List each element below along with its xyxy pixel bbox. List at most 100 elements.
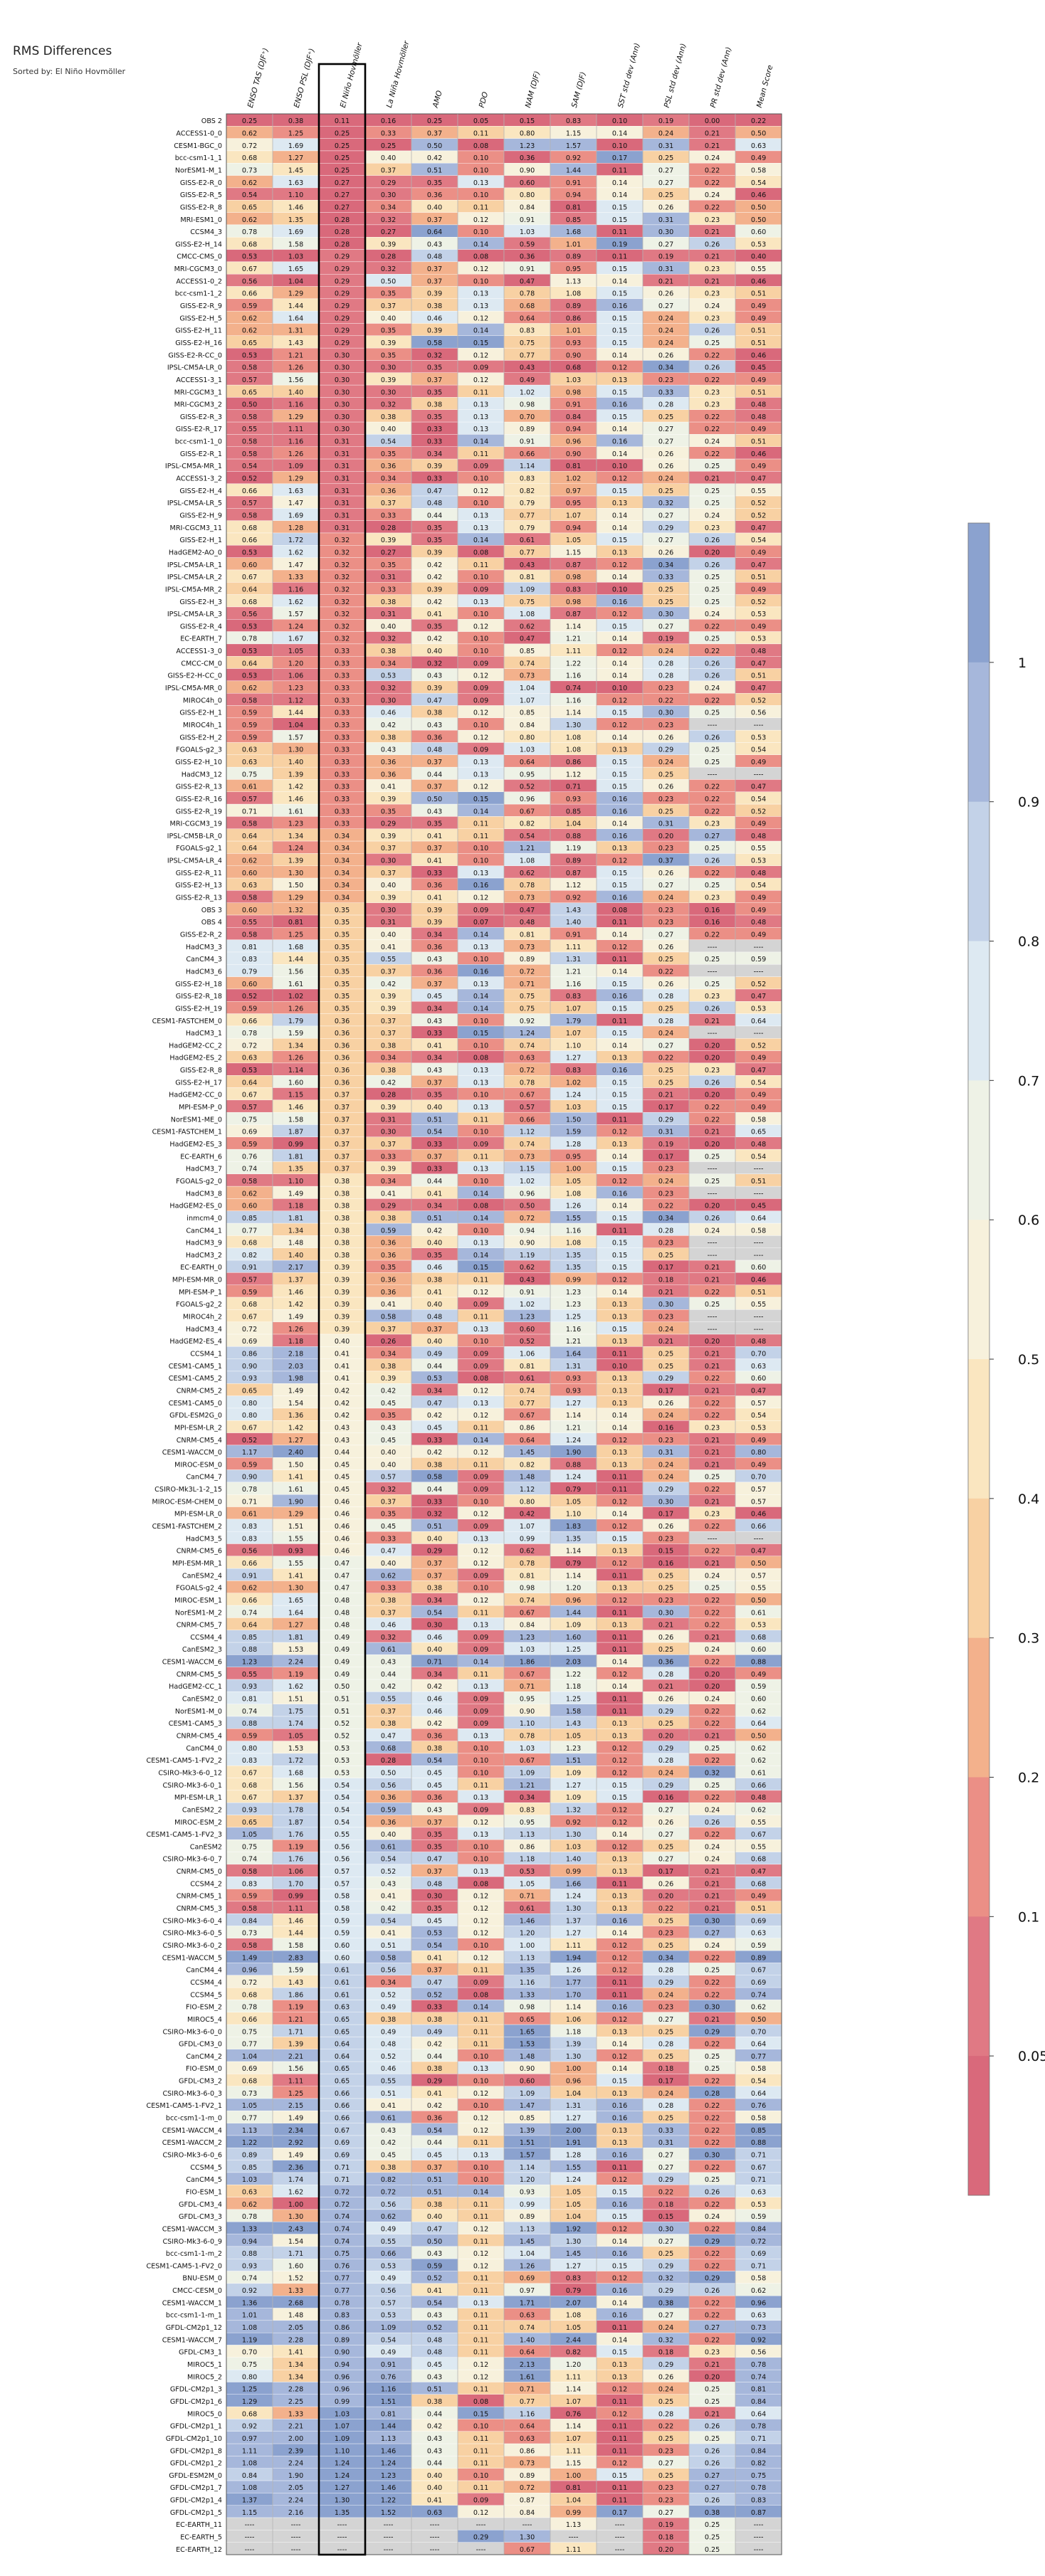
cell-value: 0.91: [242, 1572, 257, 1580]
cell-value: 0.56: [381, 2287, 396, 2295]
cell-value: 0.13: [612, 1893, 627, 1901]
cell-value: 0.33: [335, 783, 350, 791]
cell-value: 0.33: [335, 697, 350, 704]
cell-value: 0.39: [381, 1166, 396, 1173]
cell-value: 0.12: [612, 1671, 627, 1679]
cell-value: 0.38: [427, 1585, 442, 1593]
cell-value: 0.19: [658, 117, 673, 125]
cell-value: 0.49: [751, 1092, 766, 1099]
cell-value: 0.09: [473, 697, 488, 704]
cell-value: 1.23: [288, 685, 303, 692]
cell-value: 0.57: [751, 1400, 766, 1408]
row-label: GISS-E2-R_19: [176, 808, 222, 815]
cell-value: 0.48: [427, 253, 442, 261]
row-label: CESM1-WACCM_5: [162, 1954, 222, 1962]
cell-value: 0.35: [427, 537, 442, 544]
cell-value: 0.26: [705, 327, 720, 335]
cell-value: 1.07: [520, 1523, 535, 1531]
cell-value: 0.60: [751, 1646, 766, 1654]
cell-value: 0.13: [612, 2127, 627, 2135]
cell-value: 0.29: [658, 2262, 673, 2270]
cell-value: 0.65: [242, 1819, 257, 1827]
cell-value: 0.38: [381, 1215, 396, 1223]
row-label: FIO-ESM_2: [186, 2004, 222, 2012]
cell-value: 0.51: [751, 327, 766, 335]
cell-value: 0.88: [242, 2250, 257, 2258]
cell-value: 0.30: [705, 2151, 720, 2159]
cell-value: 1.23: [566, 1289, 581, 1297]
cell-value: 0.30: [335, 376, 350, 384]
cell-value: 0.52: [335, 1733, 350, 1741]
cell-value: 0.14: [612, 278, 627, 285]
cell-value: 0.75: [520, 339, 535, 347]
cell-value: 0.30: [658, 709, 673, 717]
cell-value: 0.12: [473, 2361, 488, 2369]
cell-value: 1.16: [381, 2386, 396, 2394]
cell-value: 0.17: [658, 1153, 673, 1161]
cell-value: 0.11: [612, 253, 627, 261]
cell-value: 0.27: [658, 2151, 673, 2159]
cell-value: 1.45: [520, 2238, 535, 2246]
cell-value: 0.41: [427, 1042, 442, 1050]
cell-value: 0.22: [705, 2041, 720, 2049]
cell-value: 0.41: [427, 1190, 442, 1198]
cell-value: 1.11: [242, 2447, 257, 2455]
cell-value: 0.35: [335, 968, 350, 976]
column-labels: ENSO TAS (DJF⁺) ENSO PSL (DJF⁺) El Niño Ho…: [246, 40, 775, 110]
cell-value: 0.38: [381, 1597, 396, 1605]
cell-value: 1.16: [288, 401, 303, 409]
row-label: GISS-E2-H_19: [175, 1005, 222, 1013]
cell-value: 0.14: [612, 635, 627, 643]
cell-value: 0.71: [751, 2435, 766, 2443]
cell-value: 0.91: [520, 438, 535, 446]
cell-value: 0.84: [751, 2398, 766, 2406]
cell-value: 0.47: [335, 1572, 350, 1580]
cell-value: 1.29: [288, 413, 303, 421]
cell-value: 0.12: [612, 364, 627, 372]
cell-value: 0.34: [381, 475, 396, 483]
cell-value: 0.10: [473, 1498, 488, 1506]
row-label: GISS-E2-H_3: [179, 598, 222, 606]
cell-value: 1.68: [566, 228, 581, 236]
cell-value: 0.10: [473, 648, 488, 655]
cell-value: 0.68: [566, 364, 581, 372]
cell-value: 1.46: [288, 1289, 303, 1297]
cell-value: 1.50: [566, 1116, 581, 1124]
cell-value: 0.99: [566, 1277, 581, 1284]
cell-value: 0.20: [705, 1203, 720, 1210]
cell-value: 0.28: [381, 524, 396, 532]
cell-value: 0.47: [520, 278, 535, 285]
cell-value: 0.16: [612, 598, 627, 606]
cell-value: 0.11: [473, 2336, 488, 2344]
cell-value: 0.98: [566, 389, 581, 396]
cell-value: 1.40: [288, 1252, 303, 1260]
row-label: CNRM-CM5_1: [177, 1893, 222, 1901]
cell-value: 0.13: [473, 302, 488, 310]
cell-value: 0.33: [381, 1585, 396, 1593]
cell-value: 0.93: [288, 1548, 303, 1556]
cell-value: 0.90: [335, 2349, 350, 2357]
cell-value: 0.12: [612, 1437, 627, 1445]
cell-value: 0.16: [612, 993, 627, 1001]
cell-value: 0.34: [335, 894, 350, 902]
cell-value: 0.22: [705, 2250, 720, 2258]
row-label: GISS-E2-R_13: [176, 783, 222, 791]
cell-value: 0.76: [566, 2410, 581, 2418]
cell-value: 0.68: [520, 302, 535, 310]
cell-value: 0.49: [751, 907, 766, 914]
row-label: IPSL-CM5A-MR_1: [165, 463, 222, 470]
cell-value: 1.49: [288, 1314, 303, 1321]
cell-value: 0.27: [658, 2509, 673, 2517]
cell-value: 0.12: [473, 1560, 488, 1568]
cell-value: 0.80: [242, 1400, 257, 1408]
cell-value: 0.59: [242, 1005, 257, 1013]
cell-value: 0.45: [427, 1769, 442, 1777]
cell-value: 0.22: [705, 179, 720, 187]
cell-value: 0.29: [658, 2361, 673, 2369]
cell-value: ----: [384, 2521, 394, 2529]
cell-value: 0.22: [705, 808, 720, 815]
cell-value: 0.15: [612, 2188, 627, 2196]
cell-value: 0.53: [751, 635, 766, 643]
cell-value: 0.56: [242, 278, 257, 285]
cell-value: 0.47: [520, 635, 535, 643]
